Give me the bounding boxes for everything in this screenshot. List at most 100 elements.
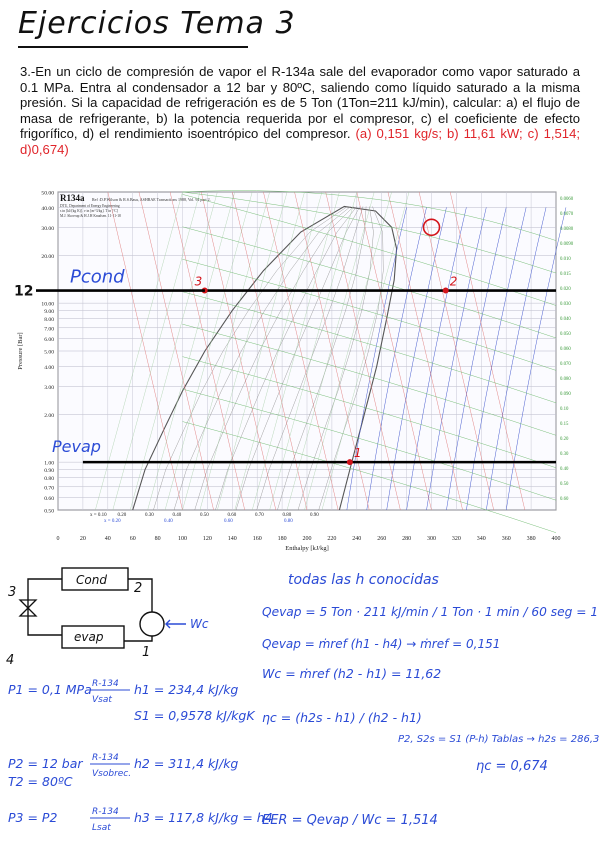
y-tick-label: 9.00	[44, 309, 54, 315]
subcooled-line	[252, 191, 340, 511]
volume-scale-label: 0.0060	[560, 197, 574, 202]
p-12-label: 12	[14, 284, 33, 300]
ph-chart-svg: 50.00 40.00 30.00 20.00 10.009.00 8.00 7.00 6.0…	[14, 190, 574, 552]
x-tick-label: 300	[427, 536, 436, 542]
y-tick-label: 3.00	[44, 385, 54, 391]
y-tick-label: 0.90	[44, 468, 54, 474]
chart-dtu-note: DTU, Department of Energy Engineering	[60, 204, 120, 209]
state-point-label: 1	[354, 446, 362, 460]
volume-scale-label: 0.030	[560, 302, 571, 307]
volume-scale-label: 0.010	[560, 257, 571, 262]
calc-line: todas las h conocidas	[288, 572, 439, 588]
saturation-dome	[132, 205, 398, 511]
node-2: 2	[134, 581, 142, 596]
calculations: todas las h conocidas Qevap = 5 Ton · 211…	[262, 572, 599, 828]
calc-line: P2, S2s = S1 (P-h) Tablas → h2s = 286,3	[398, 734, 599, 745]
quality-tick: 0.80	[283, 513, 292, 518]
volume-scale-label: 0.10	[560, 407, 569, 412]
subcooled-line	[286, 191, 375, 511]
x-tick-label: 380	[527, 536, 536, 542]
x-tick-label: 40	[105, 536, 111, 542]
cycle-diagram: Cond evap Wc 3 2 4 1	[6, 567, 209, 668]
volume-scale-label: 0.015	[560, 272, 571, 277]
y-tick-label: 40.00	[41, 206, 54, 212]
y-tick-label: 0.60	[44, 496, 54, 502]
state-given: P2 = 12 bar	[8, 756, 83, 771]
evaporator-label: evap	[74, 630, 104, 644]
x-tick-label: 140	[228, 536, 237, 542]
isochore-line	[182, 226, 557, 339]
y-tick-label: 1.00	[44, 461, 54, 467]
isotherm-line	[387, 191, 463, 511]
x-tick-label: 200	[303, 536, 312, 542]
x-tick-label: 240	[352, 536, 361, 542]
volume-scale-label: 0.0090	[560, 242, 574, 247]
ph-diagram: 50.00 40.00 30.00 20.00 10.00 9.00 8.00 7.00 6.0…	[8, 180, 590, 552]
node-1: 1	[142, 645, 150, 660]
title-underline	[18, 46, 248, 48]
calc-line: Qevap = 5 Ton · 211 kJ/min / 1 Ton · 1 m…	[262, 605, 599, 619]
calc-line: ηc = (h2s - h1) / (h2 - h1)	[262, 710, 422, 725]
problem-text: 3.-En un ciclo de compresión de vapor el…	[20, 64, 580, 142]
calc-line: ηc = 0,674	[476, 759, 548, 774]
y-tick-label: 50.00	[41, 191, 54, 197]
isotherm-line	[138, 191, 214, 511]
y-tick-label: 4.00	[44, 365, 54, 371]
volume-scale-label: 0.50	[560, 482, 569, 487]
isentrope-line	[346, 207, 407, 511]
x-tick-label: 0	[57, 536, 60, 542]
x-tick-label: 120	[203, 536, 212, 542]
y-tick-label: 30.00	[41, 226, 54, 232]
x-tick-label: 400	[552, 536, 561, 542]
quality-tick: 0.40	[173, 513, 182, 518]
subcooled-line	[217, 191, 305, 511]
isochore-line	[182, 421, 557, 533]
chart-dtu-note: s in [kJ/(kg K)]. v in [m^3/kg]. T in [º…	[60, 209, 118, 213]
quality-line	[256, 206, 364, 511]
y-tick-label: 20.00	[41, 254, 54, 260]
quality-tick: 0.50	[200, 513, 209, 518]
y-tick-label: 0.80	[44, 476, 54, 482]
x-tick-label: 360	[502, 536, 511, 542]
isochore-line	[182, 291, 557, 404]
volume-scale-label: 0.080	[560, 377, 571, 382]
y-axis-label: Pressure [Bar]	[17, 332, 24, 369]
x-tick-label: 320	[452, 536, 461, 542]
volume-scale-label: 0.050	[560, 332, 571, 337]
state-given: P1 = 0,1 MPa	[8, 682, 92, 697]
volume-scale-label: 0.060	[560, 347, 571, 352]
quality-tick-lower: x = 0.20	[104, 519, 121, 524]
x-tick-label: 100	[178, 536, 187, 542]
y-tick-label: 0.70	[44, 485, 54, 491]
isotherm-line	[325, 191, 401, 511]
volume-scale-label: 0.0070	[560, 212, 574, 217]
calc-line: EER = Qevap / Wc = 1,514	[262, 813, 438, 828]
quality-tick: 0.90	[310, 513, 319, 518]
subcooled-line	[164, 191, 253, 511]
x-tick-label: 80	[155, 536, 161, 542]
problem-statement: 3.-En un ciclo de compresión de vapor el…	[20, 64, 580, 158]
quality-line	[297, 206, 374, 511]
subcooled-line	[269, 191, 357, 511]
state-given: P3 = P2	[8, 810, 57, 825]
isotherm-line	[263, 191, 339, 511]
condenser-box	[61, 567, 129, 591]
isochore-line	[182, 259, 557, 371]
isotherm-line	[418, 191, 494, 511]
y-tick-label: 8.00	[44, 317, 54, 323]
isotherm-line	[107, 191, 183, 511]
state-fluid: R-134	[92, 679, 119, 689]
condenser-label: Cond	[76, 573, 107, 587]
x-tick-label: 220	[327, 536, 336, 542]
chart-dtu-note: M.J. Skovrup & H.J.H Knudsen. 11-11-18	[60, 214, 121, 218]
node-3: 3	[8, 585, 16, 600]
state-result: h1 = 234,4 kJ/kg	[134, 682, 238, 697]
isentrope-line	[406, 207, 467, 511]
isentrope-line	[366, 207, 427, 511]
x-tick-label: 260	[377, 536, 386, 542]
volume-scale-label: 0.0080	[560, 227, 574, 232]
y-tick-label: 0.50	[44, 509, 54, 515]
subcooled-line	[321, 191, 410, 511]
y-tick-label: 10.00	[41, 302, 54, 308]
